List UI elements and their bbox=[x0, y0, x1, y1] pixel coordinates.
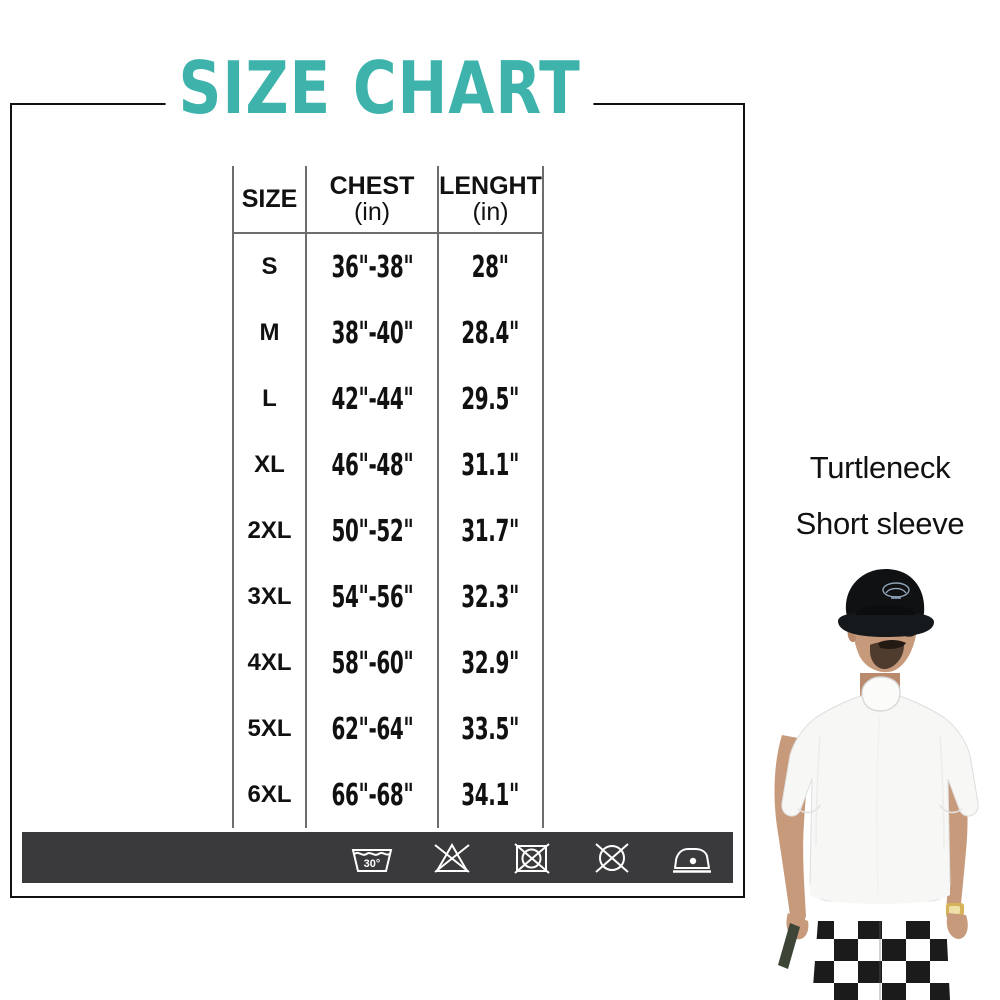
cell-size: L bbox=[232, 366, 307, 432]
cell-length-value: 31.7" bbox=[461, 513, 520, 549]
product-panel: Turtleneck Short sleeve bbox=[760, 0, 1000, 1000]
iron-low-icon bbox=[669, 841, 715, 875]
column-header-size-label: SIZE bbox=[241, 185, 298, 213]
cell-length: 31.1" bbox=[442, 432, 539, 498]
chart-title-container: SIZE CHART bbox=[0, 52, 760, 124]
column-header-length-label: LENGHT bbox=[439, 172, 542, 200]
cell-length-value: 28.4" bbox=[461, 315, 520, 351]
size-chart-panel: SIZE CHART SIZE CHEST (in) LENGHT (in) bbox=[0, 52, 760, 898]
care-instructions-bar: 30° bbox=[22, 832, 733, 883]
cell-length: 33.5" bbox=[442, 696, 539, 762]
table-row: 4XL 58"-60" 32.9" bbox=[232, 630, 543, 696]
cell-size: 2XL bbox=[232, 498, 307, 564]
model-photo bbox=[760, 565, 1000, 1000]
column-header-length-unit: (in) bbox=[472, 198, 509, 226]
cell-chest-value: 54"-56" bbox=[331, 579, 413, 615]
page-title: SIZE CHART bbox=[165, 52, 595, 124]
cell-length-value: 31.1" bbox=[461, 447, 520, 483]
cell-length-value: 28" bbox=[472, 249, 509, 285]
cell-length: 32.3" bbox=[442, 564, 539, 630]
model-illustration bbox=[760, 565, 1000, 1000]
product-name-line2: Short sleeve bbox=[795, 506, 965, 541]
cell-size: 6XL bbox=[232, 762, 307, 828]
cell-chest-value: 38"-40" bbox=[331, 315, 413, 351]
cell-size: M bbox=[232, 300, 307, 366]
cell-size: S bbox=[232, 233, 307, 300]
cell-length-value: 34.1" bbox=[461, 777, 520, 813]
cell-chest: 46"-48" bbox=[311, 432, 433, 498]
cell-length-value: 33.5" bbox=[461, 711, 520, 747]
cell-chest: 62"-64" bbox=[311, 696, 433, 762]
size-table-header: SIZE CHEST (in) LENGHT (in) bbox=[232, 166, 544, 234]
cell-size: 3XL bbox=[232, 564, 307, 630]
cell-chest-value: 58"-60" bbox=[331, 645, 413, 681]
column-header-size: SIZE bbox=[232, 166, 307, 234]
column-header-chest-label: CHEST bbox=[329, 172, 415, 200]
cell-chest-value: 62"-64" bbox=[331, 711, 413, 747]
cell-chest-value: 50"-52" bbox=[331, 513, 413, 549]
cell-chest-value: 42"-44" bbox=[331, 381, 413, 417]
cell-chest-value: 66"-68" bbox=[331, 777, 413, 813]
table-header-row: SIZE CHEST (in) LENGHT (in) bbox=[232, 166, 544, 234]
cell-length-value: 32.9" bbox=[461, 645, 520, 681]
table-row: 6XL 66"-68" 34.1" bbox=[232, 762, 543, 828]
column-header-chest: CHEST (in) bbox=[305, 166, 439, 234]
size-table: SIZE CHEST (in) LENGHT (in) S 36"-38" 28… bbox=[232, 166, 544, 828]
cell-chest: 38"-40" bbox=[311, 300, 433, 366]
column-header-chest-unit: (in) bbox=[353, 198, 391, 226]
product-title-block: Turtleneck Short sleeve bbox=[760, 440, 1000, 552]
cell-length: 34.1" bbox=[442, 762, 539, 828]
cell-chest: 54"-56" bbox=[311, 564, 433, 630]
cell-chest: 50"-52" bbox=[311, 498, 433, 564]
table-row: 2XL 50"-52" 31.7" bbox=[232, 498, 543, 564]
size-table-body: S 36"-38" 28" M 38"-40" 28.4" L 42"-44" … bbox=[232, 233, 543, 828]
cell-size: 5XL bbox=[232, 696, 307, 762]
table-row: 3XL 54"-56" 32.3" bbox=[232, 564, 543, 630]
wash-30-icon: 30° bbox=[349, 841, 395, 875]
table-row: L 42"-44" 29.5" bbox=[232, 366, 543, 432]
cell-length-value: 29.5" bbox=[461, 381, 520, 417]
no-tumble-dry-icon bbox=[509, 841, 555, 875]
cell-length: 28.4" bbox=[442, 300, 539, 366]
table-row: 5XL 62"-64" 33.5" bbox=[232, 696, 543, 762]
cell-size: XL bbox=[232, 432, 307, 498]
table-row: S 36"-38" 28" bbox=[232, 233, 543, 300]
cell-chest: 36"-38" bbox=[311, 233, 433, 300]
cell-length: 29.5" bbox=[442, 366, 539, 432]
cell-chest: 66"-68" bbox=[311, 762, 433, 828]
cell-chest-value: 46"-48" bbox=[331, 447, 413, 483]
table-row: M 38"-40" 28.4" bbox=[232, 300, 543, 366]
column-header-length: LENGHT (in) bbox=[437, 166, 544, 234]
cell-chest: 42"-44" bbox=[311, 366, 433, 432]
table-row: XL 46"-48" 31.1" bbox=[232, 432, 543, 498]
cell-length: 28" bbox=[442, 233, 539, 300]
cell-chest: 58"-60" bbox=[311, 630, 433, 696]
product-name-line1: Turtleneck bbox=[809, 450, 951, 485]
svg-text:30°: 30° bbox=[364, 858, 381, 870]
cell-length: 32.9" bbox=[442, 630, 539, 696]
cell-length-value: 32.3" bbox=[461, 579, 520, 615]
cell-size: 4XL bbox=[232, 630, 307, 696]
no-dry-clean-icon bbox=[589, 841, 635, 875]
no-bleach-icon bbox=[429, 841, 475, 875]
cell-length: 31.7" bbox=[442, 498, 539, 564]
cell-chest-value: 36"-38" bbox=[331, 249, 413, 285]
